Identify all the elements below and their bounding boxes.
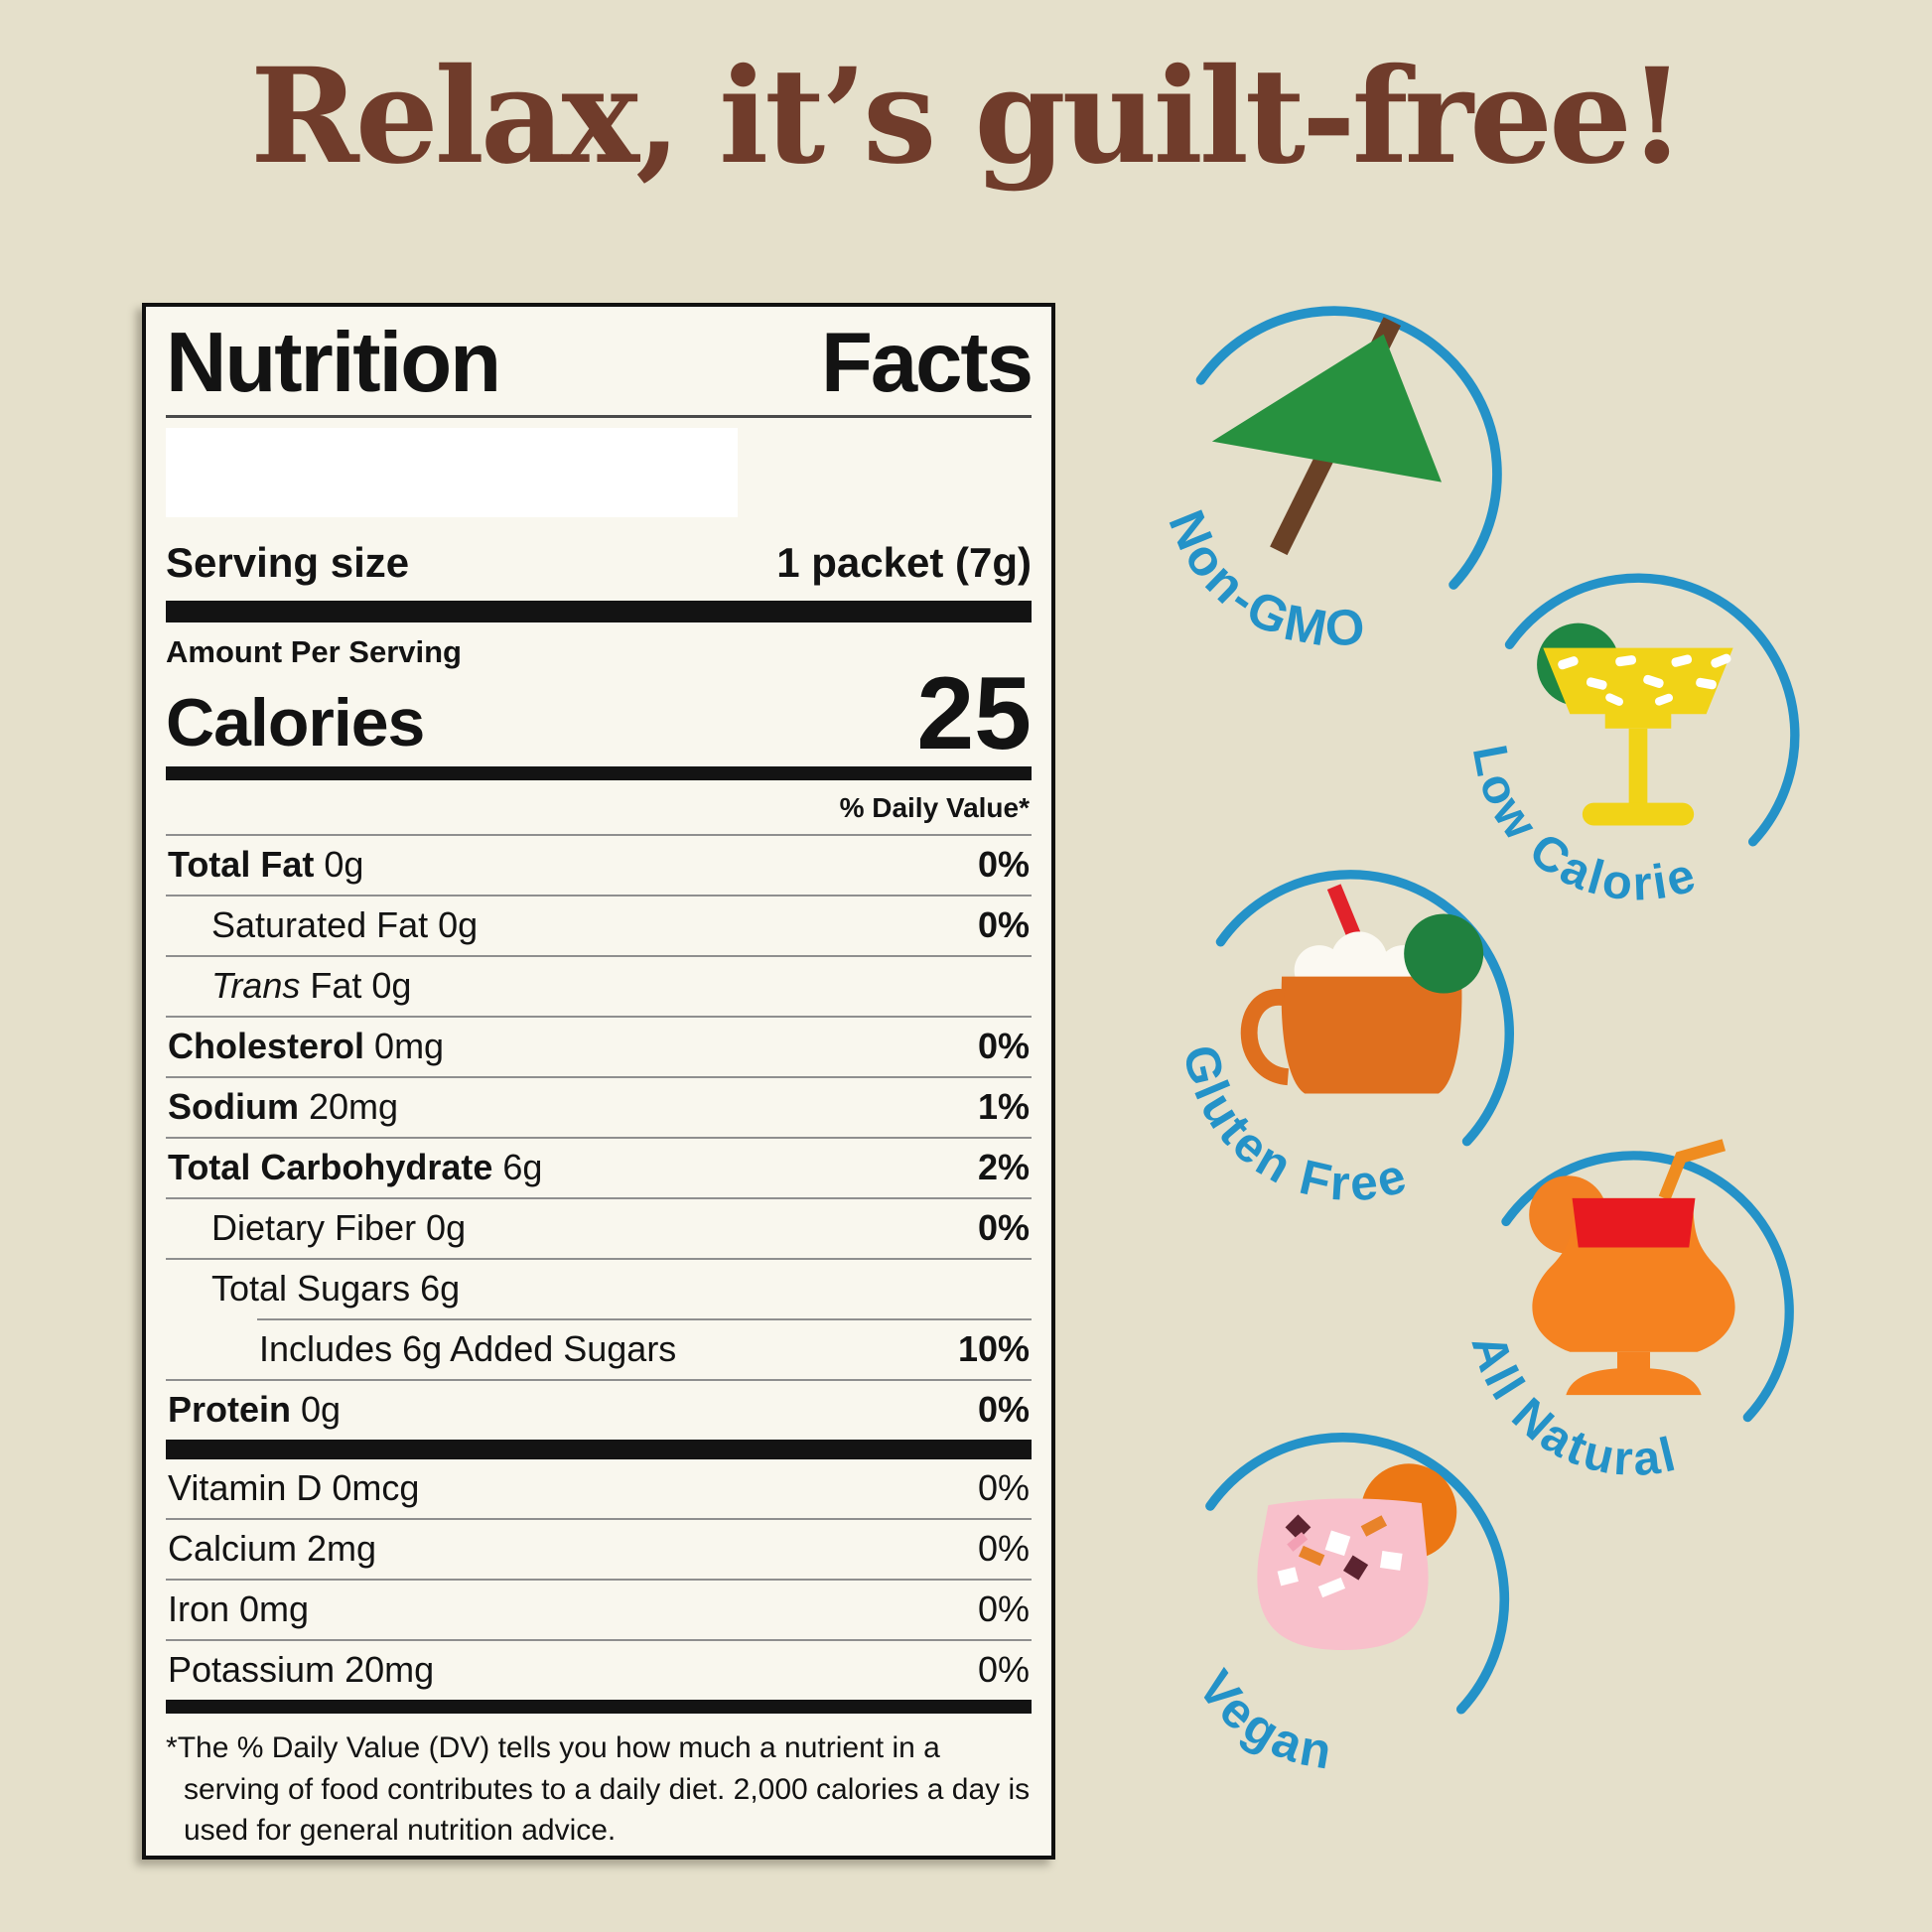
vitamin-row-iron: Iron 0mg 0%: [166, 1579, 1032, 1639]
nutrient-dv: 0%: [977, 1389, 1030, 1431]
divider-bar-medium: [166, 766, 1032, 781]
nutrient-dv: 0%: [977, 1207, 1030, 1249]
divider-bar-bottom: [166, 1700, 1032, 1715]
badge-ring: [1215, 870, 1514, 1147]
calories-value: 25: [916, 656, 1032, 771]
header-divider: [166, 415, 1032, 418]
tiki-cocktail-icon: [1529, 1139, 1735, 1396]
nutrient-dv: 0%: [977, 844, 1030, 886]
nutrition-facts-label: Nutrition Facts Serving size 1 packet (7…: [142, 303, 1055, 1860]
page-title: Relax, it’s guilt-free!: [250, 40, 1686, 194]
serving-size-value: 1 packet (7g): [776, 539, 1032, 586]
nutrient-dv: 0%: [977, 904, 1030, 946]
badge-label: Non-GMO: [1158, 502, 1370, 657]
nutrient-dv: 0%: [977, 1026, 1030, 1067]
nutrient-dv: 0%: [977, 1588, 1030, 1630]
calories-label: Calories: [166, 685, 425, 761]
badge-low-calorie: Low Calorie: [1432, 528, 1845, 941]
serving-size-row: Serving size 1 packet (7g): [166, 539, 1032, 587]
nutrient-row-dietary-fiber: Dietary Fiber 0g 0%: [166, 1197, 1032, 1258]
calories-row: Calories 25: [166, 656, 1032, 771]
nutrient-row-trans-fat: Trans Fat 0g: [166, 955, 1032, 1016]
cocktail-umbrella-icon: [1211, 317, 1442, 556]
divider-bar-thick: [166, 1440, 1032, 1460]
badge-ring: [1205, 1432, 1510, 1715]
nutrition-facts-header: Nutrition Facts: [166, 316, 1034, 410]
nutrient-dv: 0%: [977, 1467, 1030, 1509]
nutrient-row-added-sugars: Includes 6g Added Sugars 10%: [257, 1318, 1032, 1379]
badge-ring: [1195, 306, 1502, 590]
margarita-glass-icon: [1537, 622, 1733, 826]
nutrient-row-protein: Protein 0g 0%: [166, 1379, 1032, 1440]
daily-value-header: % Daily Value*: [839, 792, 1030, 824]
badge-non-gmo: Non-GMO: [1120, 259, 1549, 688]
nutrient-dv: 2%: [977, 1147, 1030, 1188]
nutrient-row-cholesterol: Cholesterol 0mg 0%: [166, 1016, 1032, 1076]
badge-all-natural: All Natural: [1429, 1106, 1839, 1516]
badge-label: Vegan: [1187, 1660, 1338, 1780]
servings-blank-area: [166, 428, 738, 517]
badge-gluten-free: Gluten Free: [1142, 824, 1560, 1242]
nutrient-dv: 0%: [977, 1528, 1030, 1570]
mule-mug-icon: [1240, 884, 1484, 1094]
nutrient-row-total-carbohydrate: Total Carbohydrate 6g 2%: [166, 1137, 1032, 1197]
badge-ring: [1504, 573, 1800, 847]
vitamin-row-potassium: Potassium 20mg 0%: [166, 1639, 1032, 1700]
divider-bar-thick: [166, 601, 1032, 622]
footnote-asterisk: *: [166, 1731, 178, 1765]
vitamin-row-calcium: Calcium 2mg 0%: [166, 1518, 1032, 1579]
serving-size-label: Serving size: [166, 539, 410, 586]
vitamin-row-vitamin-d: Vitamin D 0mcg 0%: [168, 1467, 1030, 1509]
nutrient-row-sodium: Sodium 20mg 1%: [166, 1076, 1032, 1137]
nutrient-dv: 1%: [977, 1086, 1030, 1128]
nutrient-row-saturated-fat: Saturated Fat 0g 0%: [166, 895, 1032, 955]
nutrient-row-total-fat: Total Fat 0g 0%: [166, 834, 1032, 895]
nutrient-row-total-sugars: Total Sugars 6g: [166, 1258, 1032, 1318]
nutrient-dv: 0%: [977, 1649, 1030, 1691]
pink-drink-icon: [1257, 1463, 1457, 1650]
daily-value-footnote: *The % Daily Value (DV) tells you how mu…: [166, 1731, 1031, 1848]
badge-vegan: Vegan: [1130, 1386, 1556, 1812]
badge-ring: [1501, 1151, 1794, 1423]
nutrient-dv: 10%: [957, 1328, 1030, 1370]
amount-per-serving-label: Amount Per Serving: [166, 634, 462, 669]
